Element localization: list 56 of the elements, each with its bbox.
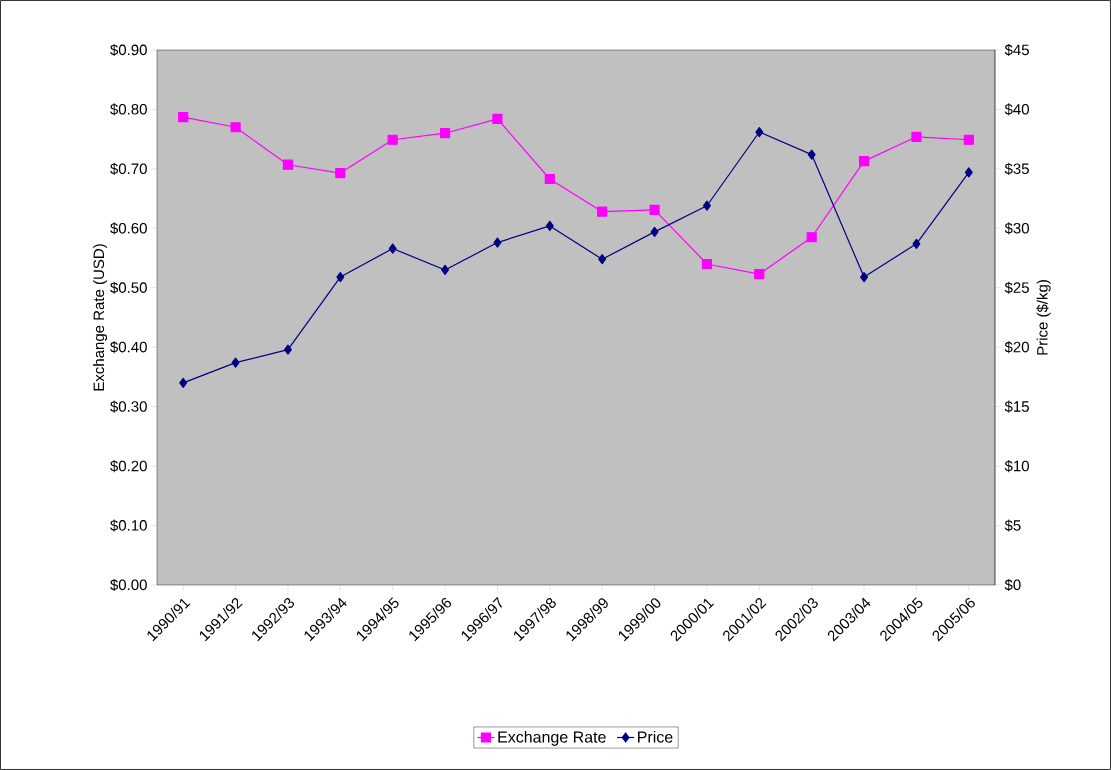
point — [441, 264, 450, 276]
point — [911, 131, 922, 142]
y2-tick-label: $10 — [1004, 460, 1029, 473]
y2-tick-label: $5 — [1004, 519, 1021, 532]
y2-tick-label: $45 — [1004, 43, 1029, 57]
point — [492, 113, 503, 125]
point — [964, 167, 973, 178]
point — [545, 220, 554, 232]
point — [754, 269, 765, 280]
point — [649, 204, 660, 215]
y-tick-label: $0.30 — [110, 400, 147, 413]
point — [493, 237, 502, 248]
point — [179, 377, 188, 388]
y2-tick-label: $15 — [1004, 400, 1029, 413]
point — [336, 271, 345, 283]
y2-tick-label: $35 — [1004, 162, 1029, 175]
point — [807, 149, 816, 160]
y-tick-label: $0.20 — [110, 460, 147, 473]
y-tick-label: $0.00 — [110, 578, 147, 592]
point — [439, 128, 451, 139]
y2-tick-label: $20 — [1004, 341, 1029, 354]
point — [806, 232, 817, 243]
y-tick-label: $0.80 — [110, 103, 147, 116]
point — [544, 173, 555, 185]
legend-label: Price — [638, 730, 673, 743]
y-tick-label: $0.50 — [110, 281, 147, 294]
point — [702, 200, 711, 211]
point — [230, 122, 241, 133]
y-tick-label: $0.70 — [110, 162, 147, 175]
point — [858, 156, 870, 167]
point — [755, 126, 764, 138]
point — [387, 134, 398, 145]
point — [231, 357, 240, 368]
y-tick-label: $0.60 — [110, 222, 147, 235]
point — [178, 112, 189, 123]
point — [282, 159, 294, 170]
point — [701, 258, 713, 270]
y2-tick-label: $0 — [1004, 578, 1021, 592]
point — [963, 134, 974, 145]
point — [597, 206, 608, 217]
point — [912, 238, 921, 249]
point — [388, 243, 397, 254]
y-tick-label: $0.10 — [110, 519, 147, 532]
y2-axis-title: Price ($/kg) — [1036, 280, 1051, 355]
y2-tick-label: $30 — [1004, 222, 1029, 235]
y2-tick-label: $25 — [1004, 281, 1029, 294]
y-tick-label: $0.40 — [110, 341, 147, 354]
point — [598, 254, 607, 265]
point — [283, 344, 292, 355]
y-axis-title: Exchange Rate (USD) — [93, 244, 108, 391]
y-tick-label: $0.90 — [110, 43, 147, 57]
legend-label: Exchange Rate — [498, 730, 606, 746]
point — [335, 167, 346, 179]
point — [650, 226, 659, 237]
point — [860, 271, 869, 283]
y2-tick-label: $40 — [1004, 103, 1029, 116]
